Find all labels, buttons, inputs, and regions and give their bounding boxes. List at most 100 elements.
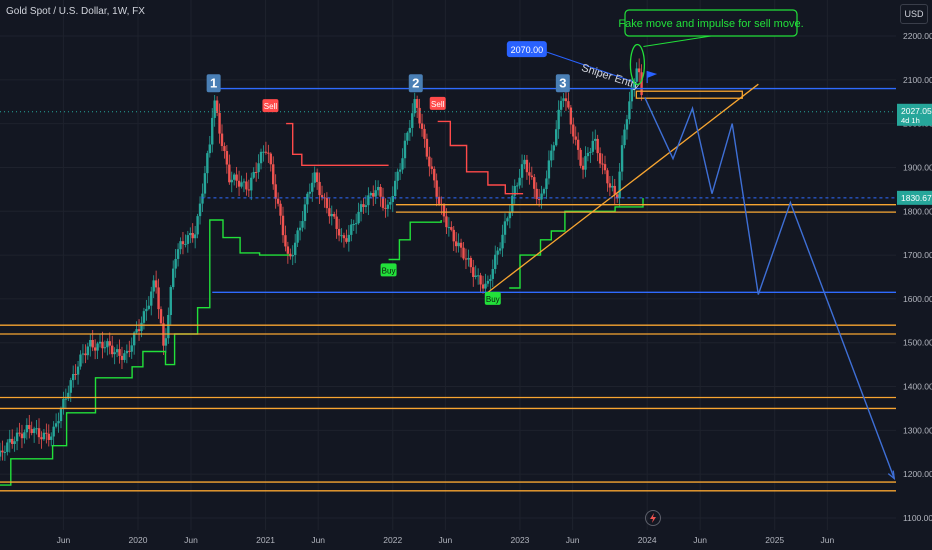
candle-body xyxy=(106,341,109,348)
candle-body xyxy=(232,174,236,180)
lightning-icon[interactable] xyxy=(645,510,661,526)
candle xyxy=(0,442,2,461)
candle-body xyxy=(623,129,626,146)
candle xyxy=(164,328,168,353)
candle xyxy=(113,347,116,365)
candle xyxy=(511,185,514,216)
current-price-badge xyxy=(897,103,932,126)
candle-body xyxy=(3,451,7,453)
candle xyxy=(37,418,41,445)
candle xyxy=(437,186,441,207)
candle-body xyxy=(491,269,494,279)
candle-body xyxy=(262,151,265,153)
candle-body xyxy=(198,203,202,217)
candle xyxy=(620,135,624,181)
candle xyxy=(232,172,236,186)
candle xyxy=(191,223,194,243)
candle xyxy=(547,150,551,185)
candle-body xyxy=(291,254,294,257)
candle xyxy=(376,180,380,196)
sell-signal-label-3: Sell xyxy=(431,100,445,109)
candle xyxy=(340,228,343,243)
candle xyxy=(225,144,229,174)
candle xyxy=(79,350,82,370)
candle xyxy=(235,166,238,188)
candle xyxy=(71,365,75,388)
y-tick-label: 1700.00 xyxy=(903,250,932,260)
x-tick-label: Jun xyxy=(184,535,198,545)
y-tick-label: 1200.00 xyxy=(903,469,932,479)
candle xyxy=(486,275,490,287)
candle-body xyxy=(525,159,529,173)
candle-body xyxy=(576,139,580,150)
candle-body xyxy=(257,163,260,173)
candle-body xyxy=(472,267,475,277)
x-tick-label: 2023 xyxy=(511,535,530,545)
candle xyxy=(391,186,394,213)
candle xyxy=(459,238,463,258)
candle xyxy=(474,265,477,280)
candle xyxy=(374,180,377,205)
candle xyxy=(289,248,292,260)
candle-body xyxy=(352,224,355,226)
candle xyxy=(1,440,4,461)
candle xyxy=(223,142,226,159)
candle xyxy=(418,98,421,129)
candle xyxy=(325,192,329,214)
candle xyxy=(118,339,121,364)
price-tag-label: 2070.00 xyxy=(511,45,544,55)
candle-body xyxy=(47,433,50,440)
candle xyxy=(159,306,163,326)
candle-body xyxy=(169,287,172,315)
candle xyxy=(545,170,548,199)
candle xyxy=(501,224,504,257)
candle-body xyxy=(425,138,429,157)
candle xyxy=(25,418,29,440)
candle xyxy=(130,337,133,359)
candle xyxy=(193,225,197,249)
candle-body xyxy=(286,246,290,254)
candle xyxy=(515,182,519,195)
candle xyxy=(520,154,524,188)
candle-body xyxy=(596,138,599,154)
candle-body xyxy=(413,99,416,114)
candle-body xyxy=(150,291,153,306)
candle xyxy=(10,429,14,449)
candle xyxy=(96,341,99,359)
candle xyxy=(550,144,553,168)
candle-body xyxy=(501,234,504,249)
supertrend-red-line xyxy=(286,122,389,167)
candle-body xyxy=(574,136,577,140)
candle xyxy=(203,166,207,198)
candle-body xyxy=(447,227,451,229)
candle xyxy=(306,191,309,213)
price-tag-connector xyxy=(546,51,635,83)
candle-body xyxy=(79,354,82,367)
candle xyxy=(162,316,165,356)
candle-body xyxy=(567,101,570,108)
buy-signal-label-2: Buy xyxy=(382,266,396,275)
candle-body xyxy=(196,216,199,235)
candle xyxy=(462,242,465,261)
candle xyxy=(508,204,512,229)
candle-body xyxy=(113,352,116,355)
currency-selector[interactable]: USD xyxy=(900,4,928,24)
candle-body xyxy=(503,221,507,235)
candle xyxy=(89,333,92,357)
candle xyxy=(330,205,333,226)
candle xyxy=(228,154,231,185)
candle-body xyxy=(518,177,521,186)
candle xyxy=(464,248,468,270)
candle xyxy=(145,299,148,321)
candle-body xyxy=(103,347,107,349)
candle-body xyxy=(496,250,499,255)
candle-body xyxy=(284,235,287,247)
candle-body xyxy=(386,204,390,209)
candle xyxy=(613,178,616,205)
candle xyxy=(240,175,243,189)
candle xyxy=(81,344,85,364)
candle xyxy=(276,192,280,207)
current-price-countdown: 4d 1h xyxy=(901,116,920,125)
candle xyxy=(301,210,304,232)
